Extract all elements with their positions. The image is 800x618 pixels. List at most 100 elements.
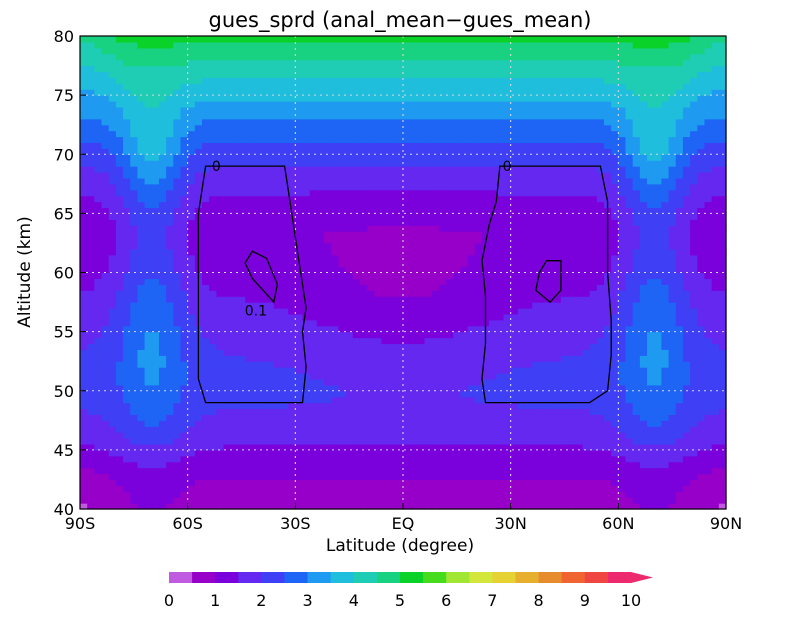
field-cell [252, 95, 261, 102]
field-cell [94, 171, 103, 179]
field-cell [187, 136, 196, 144]
field-cell [388, 254, 397, 262]
field-cell [123, 426, 131, 433]
field-cell [259, 195, 268, 203]
field-cell [331, 319, 339, 327]
field-cell [503, 171, 512, 179]
field-cell [345, 355, 354, 362]
field-cell [101, 59, 110, 67]
field-cell [460, 177, 469, 185]
field-cell [309, 65, 318, 73]
field-cell [115, 284, 124, 291]
field-cell [431, 266, 440, 274]
field-cell [503, 443, 512, 451]
field-cell [173, 171, 182, 179]
field-cell [331, 47, 339, 55]
field-cell [115, 118, 124, 126]
field-cell [481, 349, 490, 356]
field-cell [381, 367, 390, 374]
field-cell [180, 59, 189, 67]
field-cell [302, 272, 311, 280]
field-cell [158, 272, 167, 280]
field-cell [489, 278, 497, 285]
field-cell [94, 378, 103, 386]
field-cell [446, 443, 454, 451]
field-cell [166, 195, 174, 203]
field-cell [223, 367, 232, 374]
field-cell [123, 89, 131, 96]
field-cell [302, 225, 311, 232]
field-cell [123, 225, 131, 232]
field-cell [144, 290, 153, 297]
field-cell [374, 95, 383, 102]
field-cell [101, 284, 110, 291]
field-cell [173, 53, 182, 61]
field-cell [417, 142, 426, 149]
field-cell [158, 396, 167, 404]
field-cell [324, 142, 332, 149]
field-cell [489, 83, 497, 90]
field-cell [166, 497, 174, 504]
field-cell [237, 53, 246, 61]
field-cell [438, 438, 447, 445]
field-cell [80, 36, 88, 43]
field-cell [202, 491, 210, 498]
field-cell [352, 112, 361, 120]
field-cell [324, 313, 332, 321]
field-cell [302, 426, 311, 433]
field-cell [367, 41, 375, 49]
field-cell [324, 272, 332, 280]
field-cell [266, 355, 275, 362]
field-cell [388, 449, 397, 457]
field-cell [324, 41, 332, 49]
field-cell [302, 195, 311, 203]
field-cell [474, 266, 483, 274]
field-cell [223, 361, 232, 368]
field-cell [374, 219, 383, 226]
field-cell [187, 331, 196, 339]
field-cell [467, 95, 476, 102]
field-cell [288, 53, 296, 61]
field-cell [410, 237, 418, 244]
field-cell [309, 331, 318, 339]
field-cell [137, 177, 146, 185]
field-cell [173, 432, 182, 439]
field-cell [259, 154, 268, 161]
field-cell [467, 130, 476, 138]
field-cell [489, 473, 497, 481]
field-cell [101, 225, 110, 232]
field-cell [187, 367, 196, 374]
field-cell [101, 290, 110, 297]
field-cell [202, 432, 210, 439]
field-cell [460, 207, 469, 214]
field-cell [324, 47, 332, 55]
field-cell [316, 177, 325, 185]
field-cell [489, 349, 497, 356]
field-cell [388, 171, 397, 179]
field-cell [245, 248, 253, 256]
field-cell [245, 278, 253, 285]
field-cell [237, 278, 246, 285]
field-cell [166, 266, 174, 274]
field-cell [403, 426, 411, 433]
field-cell [94, 302, 103, 309]
field-cell [517, 414, 526, 421]
field-cell [381, 95, 390, 102]
field-cell [503, 219, 512, 226]
field-cell [367, 136, 375, 144]
field-cell [144, 491, 153, 498]
field-cell [280, 278, 289, 285]
field-cell [395, 313, 404, 321]
field-cell [381, 248, 390, 256]
field-cell [280, 195, 289, 203]
field-cell [525, 473, 533, 481]
field-cell [496, 290, 505, 297]
field-cell [173, 65, 182, 73]
field-cell [230, 154, 239, 161]
field-cell [223, 272, 232, 280]
field-cell [101, 402, 110, 410]
field-cell [115, 237, 124, 244]
field-cell [194, 414, 203, 421]
field-cell [266, 473, 275, 481]
field-cell [352, 106, 361, 114]
